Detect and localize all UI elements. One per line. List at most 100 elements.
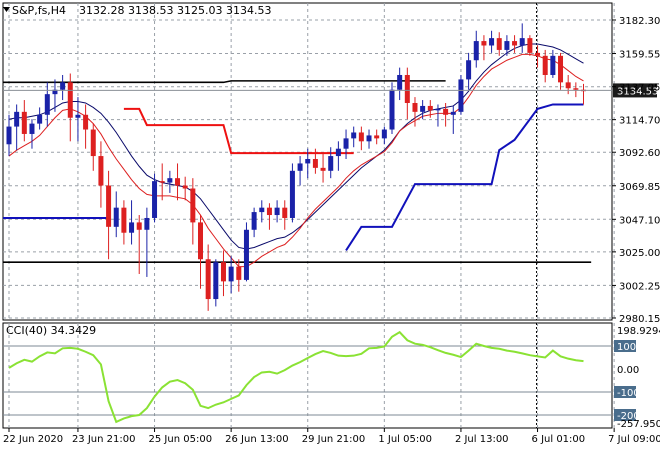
candle[interactable] bbox=[129, 200, 135, 245]
candle[interactable] bbox=[60, 74, 66, 101]
candle[interactable] bbox=[282, 200, 288, 230]
candle[interactable] bbox=[243, 222, 249, 282]
candle[interactable] bbox=[167, 170, 173, 193]
candle[interactable] bbox=[519, 23, 525, 53]
candle[interactable] bbox=[535, 45, 541, 68]
cci-tick-label: 100 bbox=[617, 342, 636, 353]
candle[interactable] bbox=[121, 200, 127, 245]
candle[interactable] bbox=[52, 79, 58, 112]
candle[interactable] bbox=[21, 100, 27, 142]
candle[interactable] bbox=[236, 259, 242, 292]
candle-body bbox=[14, 111, 20, 127]
candle[interactable] bbox=[450, 105, 456, 134]
candle[interactable] bbox=[251, 207, 257, 238]
candle-body bbox=[98, 156, 104, 186]
candle[interactable] bbox=[435, 104, 441, 127]
candle-body bbox=[397, 74, 403, 90]
candle[interactable] bbox=[98, 141, 104, 208]
time-tick-label: 6 Jul 01:00 bbox=[532, 434, 586, 445]
candle[interactable] bbox=[220, 250, 226, 297]
candle[interactable] bbox=[496, 32, 502, 56]
price-tick-label: 3047.10 bbox=[619, 215, 660, 226]
candle[interactable] bbox=[14, 104, 20, 151]
candle[interactable] bbox=[573, 82, 579, 98]
price-tick-label: 3002.25 bbox=[619, 281, 660, 292]
candle[interactable] bbox=[228, 256, 234, 294]
candle-body bbox=[289, 170, 295, 218]
candle[interactable] bbox=[335, 141, 341, 171]
candle[interactable] bbox=[175, 163, 181, 201]
candle[interactable] bbox=[190, 178, 196, 245]
candle[interactable] bbox=[6, 114, 12, 157]
cci-tick-label: 0.00 bbox=[617, 365, 639, 376]
candle[interactable] bbox=[512, 35, 518, 53]
candle[interactable] bbox=[542, 49, 548, 83]
candle[interactable] bbox=[259, 200, 265, 223]
candle-body bbox=[558, 55, 564, 83]
candle[interactable] bbox=[504, 35, 510, 56]
candle[interactable] bbox=[404, 67, 410, 120]
candle[interactable] bbox=[427, 100, 433, 118]
candle-body bbox=[213, 262, 219, 300]
current-price-value: 3134.53 bbox=[617, 86, 658, 97]
candle-body bbox=[175, 178, 181, 186]
candle[interactable] bbox=[558, 52, 564, 90]
candle[interactable] bbox=[113, 191, 119, 238]
candle[interactable] bbox=[389, 82, 395, 134]
candle[interactable] bbox=[412, 97, 418, 127]
candle[interactable] bbox=[305, 148, 311, 179]
candle[interactable] bbox=[550, 49, 556, 78]
candle[interactable] bbox=[481, 35, 487, 61]
candle[interactable] bbox=[136, 215, 142, 274]
candle[interactable] bbox=[213, 259, 219, 307]
candle[interactable] bbox=[458, 74, 464, 115]
candle[interactable] bbox=[320, 153, 326, 183]
candle[interactable] bbox=[358, 126, 364, 151]
candle[interactable] bbox=[37, 107, 43, 130]
candle[interactable] bbox=[198, 215, 203, 289]
candle[interactable] bbox=[289, 163, 295, 223]
candle[interactable] bbox=[328, 147, 334, 179]
candle[interactable] bbox=[466, 52, 472, 90]
candle[interactable] bbox=[106, 170, 112, 260]
candle[interactable] bbox=[159, 163, 165, 201]
candle[interactable] bbox=[67, 73, 73, 142]
cci-level-tag bbox=[614, 386, 636, 398]
candle[interactable] bbox=[397, 67, 403, 101]
candle[interactable] bbox=[75, 97, 81, 142]
candle-body bbox=[90, 129, 96, 157]
candle[interactable] bbox=[489, 30, 495, 53]
candle-body bbox=[182, 185, 188, 189]
candle[interactable] bbox=[443, 102, 449, 127]
candle-body bbox=[504, 41, 510, 50]
candle[interactable] bbox=[420, 100, 426, 120]
candle[interactable] bbox=[44, 82, 50, 127]
candle[interactable] bbox=[351, 126, 357, 148]
cci-tick-label: -257.9500 bbox=[617, 419, 660, 430]
candle[interactable] bbox=[343, 129, 349, 160]
candle[interactable] bbox=[366, 129, 372, 149]
candle[interactable] bbox=[205, 244, 211, 311]
candle[interactable] bbox=[381, 126, 387, 145]
dropdown-triangle-icon[interactable] bbox=[3, 7, 10, 12]
candle[interactable] bbox=[274, 200, 280, 223]
candle[interactable] bbox=[266, 203, 272, 230]
candle[interactable] bbox=[29, 119, 35, 149]
candle[interactable] bbox=[527, 35, 533, 56]
candle[interactable] bbox=[565, 74, 571, 95]
stop-level-line bbox=[123, 107, 354, 155]
candle[interactable] bbox=[152, 173, 158, 223]
candle[interactable] bbox=[83, 104, 89, 149]
candle[interactable] bbox=[297, 156, 303, 186]
stop-level-line bbox=[345, 103, 584, 251]
candle[interactable] bbox=[182, 176, 188, 201]
candle[interactable] bbox=[144, 207, 150, 277]
candle[interactable] bbox=[473, 30, 479, 68]
candle[interactable] bbox=[312, 148, 318, 174]
candle-body bbox=[565, 82, 571, 89]
candle[interactable] bbox=[374, 129, 380, 145]
candle[interactable] bbox=[90, 123, 96, 171]
candle-body bbox=[159, 181, 165, 183]
